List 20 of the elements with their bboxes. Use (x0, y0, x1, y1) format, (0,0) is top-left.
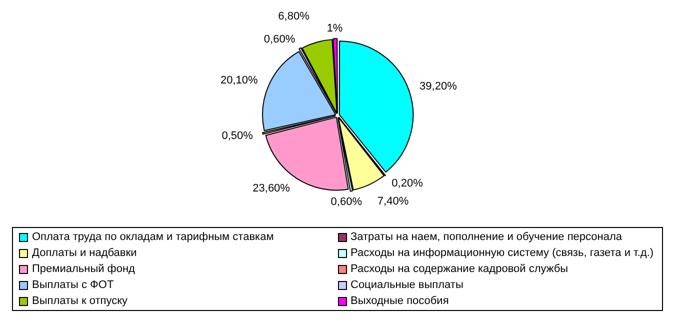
legend-label: Доплаты и надбавки (32, 247, 137, 259)
legend-label: Социальные выплаты (350, 279, 464, 291)
legend-label: Выплаты с ФОТ (32, 279, 114, 291)
data-label: 7,40% (377, 196, 409, 208)
legend-label: Оплата труда по окладам и тарифным ставкам (32, 231, 274, 243)
data-label: 23,60% (252, 182, 290, 194)
data-label: 20,10% (220, 74, 258, 87)
legend-label: Премиальный фонд (32, 263, 135, 275)
legend-label: Выплаты к отпуску (32, 295, 128, 307)
data-label: 0,20% (392, 178, 424, 190)
legend-label: Выходные пособия (350, 295, 449, 307)
data-label: 39,20% (420, 80, 458, 93)
data-label: 6,80% (278, 10, 310, 22)
data-label: 0,60% (330, 196, 362, 208)
data-label: 1% (326, 22, 343, 35)
data-label: 0,50% (222, 130, 254, 142)
legend-label: Расходы на информационную систему (связь, газета и т.д.) (350, 247, 654, 259)
legend-label: Расходы на содержание кадровой службы (350, 263, 568, 275)
data-label: 0,60% (264, 34, 296, 46)
legend-label: Затраты на наем, пополнение и обучение персонала (350, 231, 622, 243)
